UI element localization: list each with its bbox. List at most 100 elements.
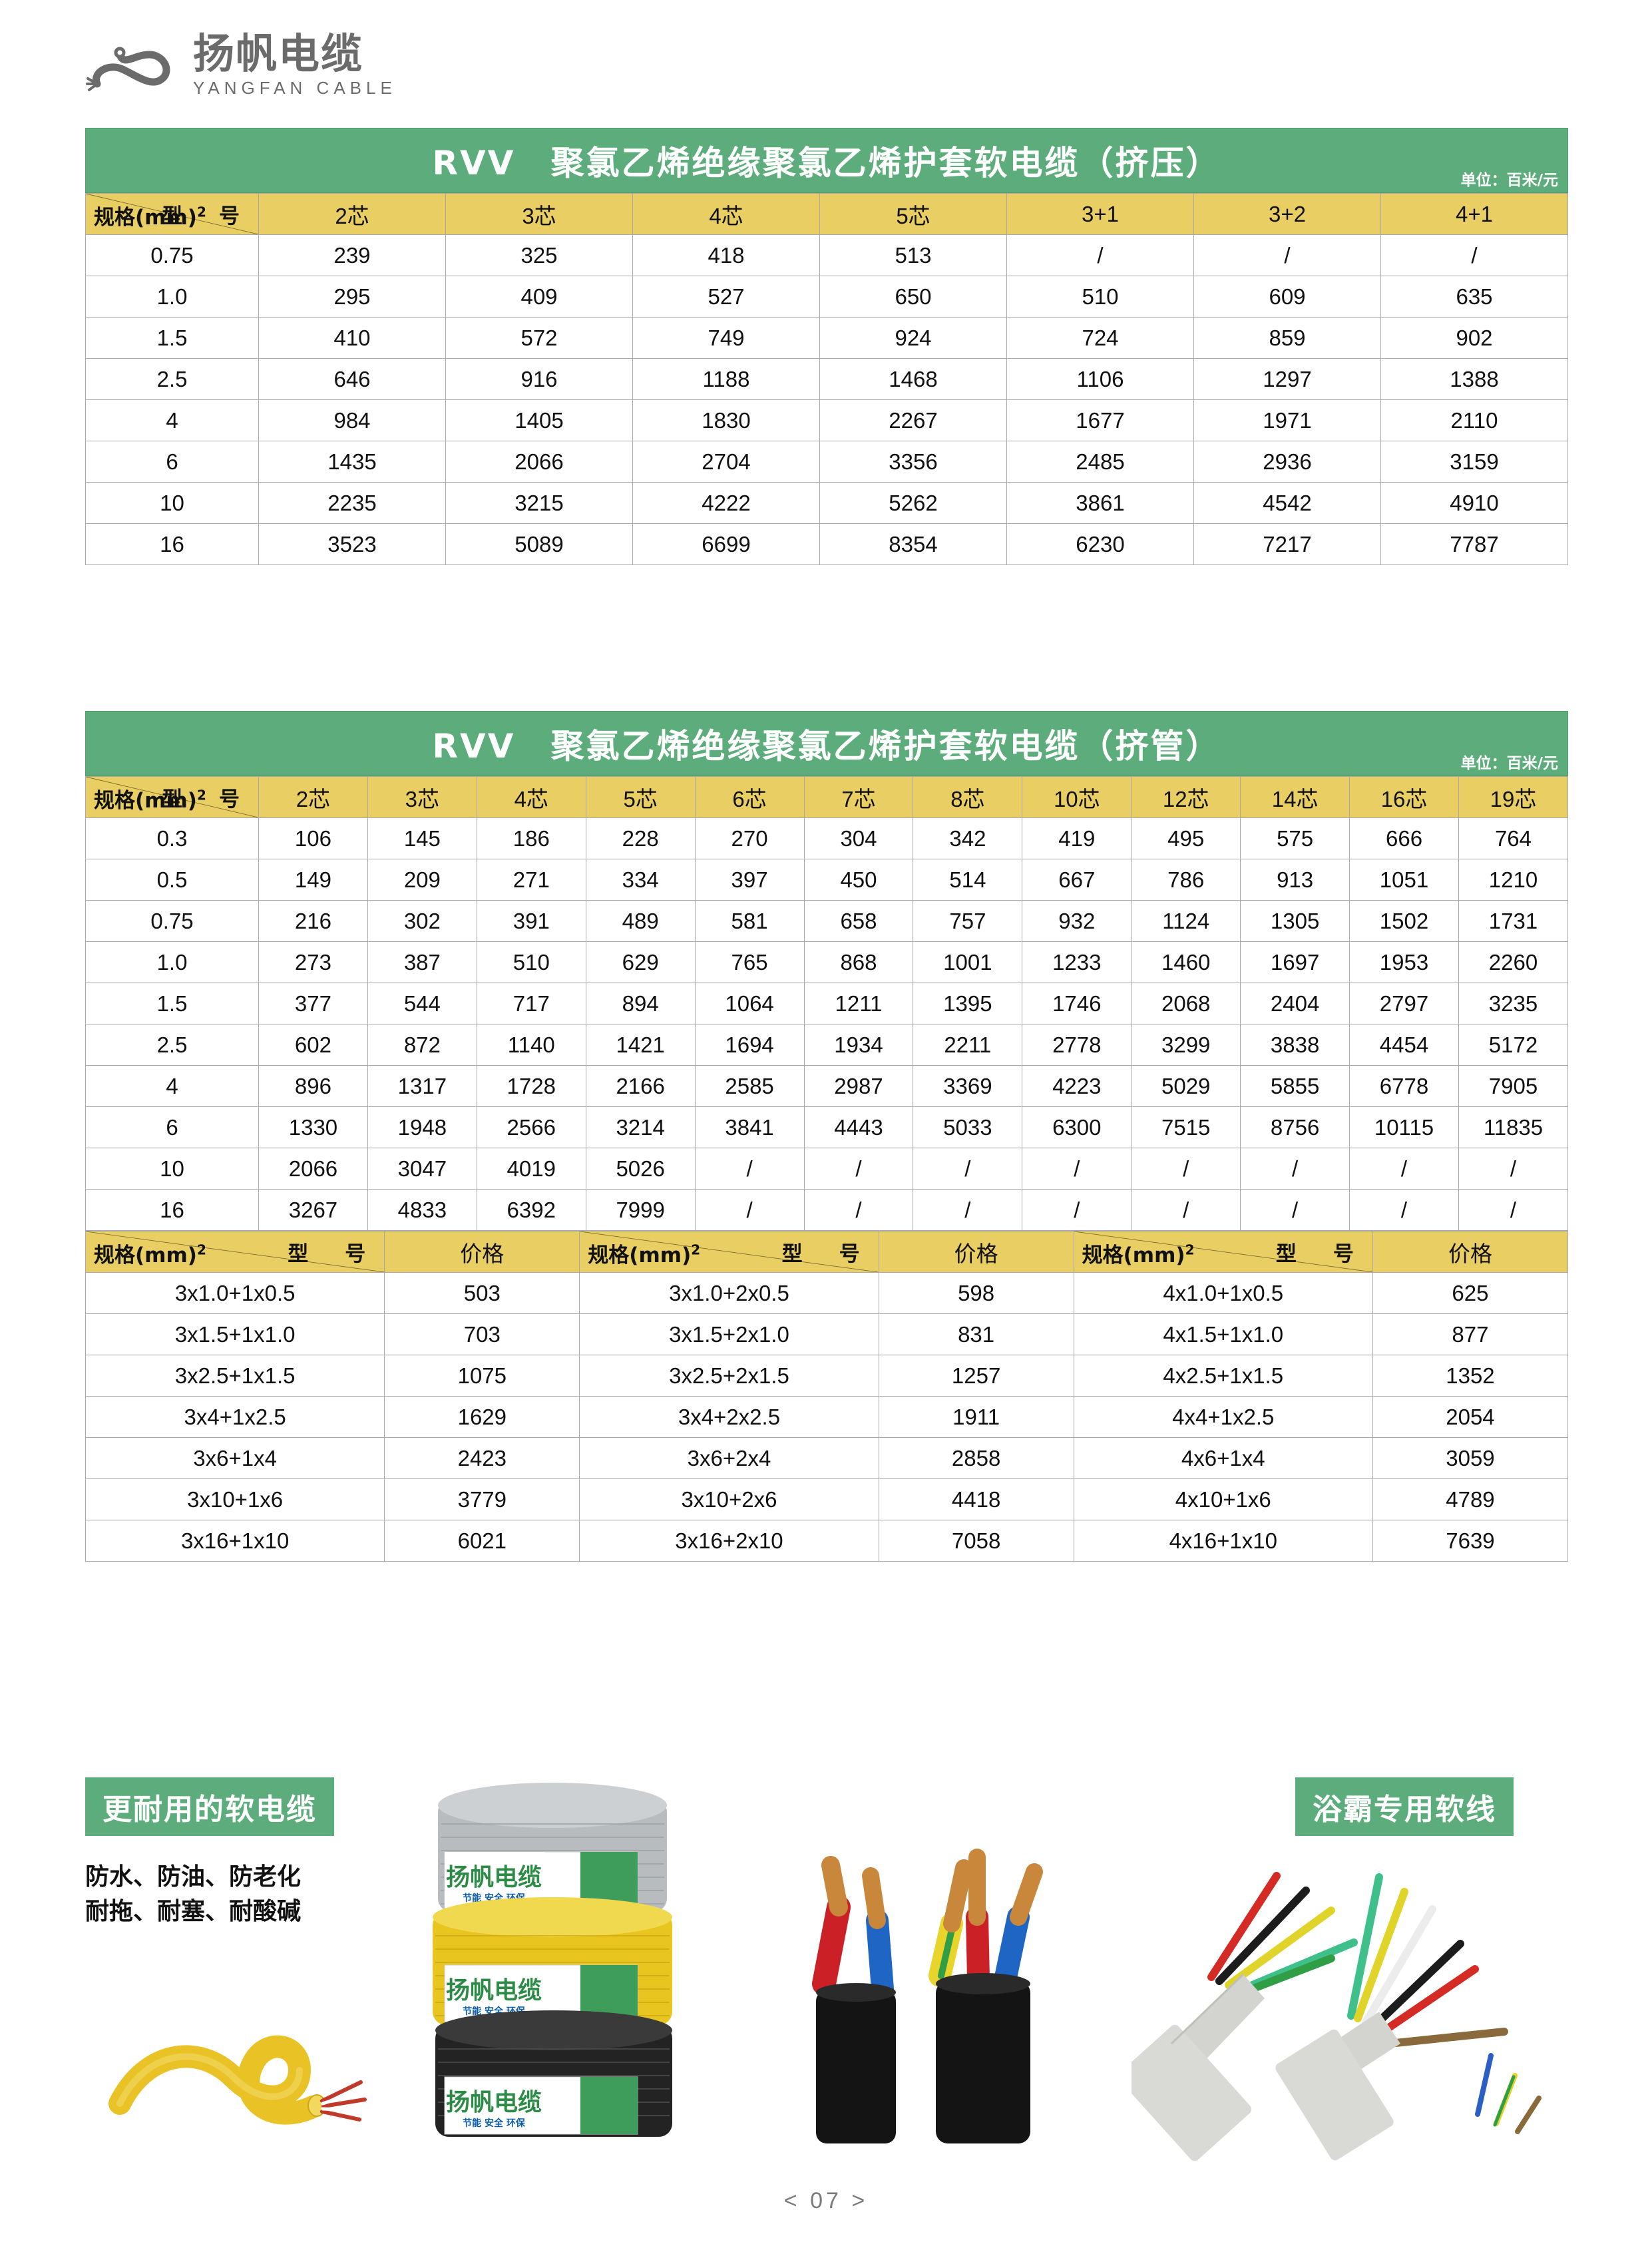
- value-cell: 7217: [1193, 523, 1381, 565]
- spec-cell: 3x1.0+2x0.5: [579, 1272, 879, 1314]
- spec-cell: 6: [85, 1106, 259, 1148]
- corner-spec-label: 规格(mm)2: [94, 1241, 206, 1267]
- value-cell: 514: [913, 859, 1023, 901]
- spec-cell: 10: [85, 1148, 259, 1190]
- table-row: 0.75 216 302 391 489 581 658 757 932 1124 1305 1502…: [85, 900, 1569, 942]
- value-cell: 391: [476, 900, 586, 942]
- value-cell: 984: [258, 399, 446, 441]
- price-cell: 4418: [878, 1478, 1074, 1520]
- value-cell: 1405: [445, 399, 633, 441]
- table-1-block: RVV 聚氯乙烯绝缘聚氯乙烯护套软电缆（挤压） 单位：百米/元 型 号 规格(m…: [85, 128, 1568, 565]
- value-cell: 2110: [1380, 399, 1568, 441]
- corner-type-label: 型 号: [162, 204, 248, 228]
- promo-right-band: 浴霸专用软线: [1295, 1777, 1514, 1836]
- svg-text:扬帆电缆: 扬帆电缆: [446, 1977, 542, 2004]
- table-row: 1.5 377 544 717 894 1064 1211 1395 1746 2068 2404 2…: [85, 983, 1569, 1024]
- table-3-body: 3x1.0+1x0.5 503 3x1.0+2x0.5 598 4x1.0+1x0.5 6…: [85, 1272, 1569, 1562]
- spec-cell: 4x4+1x2.5: [1073, 1396, 1373, 1438]
- value-cell: 418: [632, 234, 820, 276]
- value-cell: /: [1022, 1148, 1132, 1190]
- table-3-price-header-b: 价格: [878, 1231, 1074, 1273]
- spec-cell: 3x1.5+2x1.0: [579, 1313, 879, 1355]
- value-cell: 304: [803, 817, 914, 859]
- value-cell: 1051: [1349, 859, 1459, 901]
- value-cell: 2211: [913, 1024, 1023, 1066]
- table-2-col-5: 7芯: [803, 776, 914, 818]
- feature-line-2: 耐拖、耐塞、耐酸碱: [85, 1898, 302, 1926]
- table-1-col-5: 3+2: [1193, 193, 1381, 235]
- value-cell: 3047: [367, 1148, 477, 1190]
- value-cell: /: [694, 1189, 805, 1231]
- value-cell: 510: [476, 941, 586, 983]
- price-cell: 2858: [878, 1437, 1074, 1479]
- table-2-col-0: 2芯: [258, 776, 368, 818]
- cable-5-core-grey: [1118, 1872, 1358, 2161]
- value-cell: 6778: [1349, 1065, 1459, 1107]
- value-cell: 1297: [1193, 358, 1381, 400]
- value-cell: 409: [445, 276, 633, 318]
- value-cell: 3299: [1131, 1024, 1241, 1066]
- value-cell: 4223: [1022, 1065, 1132, 1107]
- table-1-title: RVV 聚氯乙烯绝缘聚氯乙烯护套软电缆（挤压）: [432, 144, 1221, 182]
- spec-cell: 3x10+1x6: [85, 1478, 385, 1520]
- table-row: 10 2235 3215 4222 5262 3861 4542 4910: [85, 482, 1568, 524]
- value-cell: 6699: [632, 523, 820, 565]
- table-1-unit: 单位：百米/元: [1460, 172, 1558, 189]
- corner-type-label: 型 号: [288, 1242, 374, 1266]
- value-cell: 510: [1006, 276, 1194, 318]
- table-3-header-row: 型 号 规格(mm)2 价格 型 号 规格(mm)2 价格: [85, 1231, 1569, 1273]
- value-cell: 5262: [819, 482, 1007, 524]
- page-number: < 07 >: [783, 2188, 869, 2213]
- value-cell: /: [1380, 234, 1568, 276]
- value-cell: 5033: [913, 1106, 1023, 1148]
- coil-grey: 扬帆电缆 节能 安全 环保: [438, 1783, 667, 1912]
- corner-type-label: 型 号: [781, 1242, 868, 1266]
- value-cell: 2485: [1006, 441, 1194, 483]
- value-cell: 2068: [1131, 983, 1241, 1024]
- value-cell: /: [1131, 1148, 1241, 1190]
- spec-cell: 4: [85, 399, 259, 441]
- diagonal-divider-icon: [86, 777, 258, 817]
- spec-cell: 0.5: [85, 859, 259, 901]
- table-2-col-4: 6芯: [694, 776, 805, 818]
- value-cell: 3235: [1458, 983, 1569, 1024]
- table-row: 4 896 1317 1728 2166 2585 2987 3369 4223 5029 5855…: [85, 1065, 1569, 1107]
- brand-name-en: YANGFAN CABLE: [193, 78, 397, 99]
- value-cell: 1064: [694, 983, 805, 1024]
- table-row: 3x1.0+1x0.5 503 3x1.0+2x0.5 598 4x1.0+1x0.5 6…: [85, 1272, 1569, 1314]
- spec-cell: 10: [85, 482, 259, 524]
- table-2-col-2: 4芯: [476, 776, 586, 818]
- value-cell: 295: [258, 276, 446, 318]
- price-cell: 877: [1372, 1313, 1569, 1355]
- svg-text:扬帆电缆: 扬帆电缆: [446, 2089, 542, 2116]
- value-cell: 106: [258, 817, 368, 859]
- table-3-price-header-a: 价格: [384, 1231, 580, 1273]
- table-1-header-row: 型 号 规格(mm)2 2芯 3芯 4芯 5芯 3+1 3+2 4+1: [85, 193, 1568, 235]
- value-cell: 410: [258, 317, 446, 359]
- corner-type-label: 型 号: [1275, 1242, 1362, 1266]
- promo-right: 浴霸专用软线: [1295, 1777, 1514, 1836]
- value-cell: 271: [476, 859, 586, 901]
- value-cell: 924: [819, 317, 1007, 359]
- value-cell: 1330: [258, 1106, 368, 1148]
- spec-cell: 0.3: [85, 817, 259, 859]
- value-cell: 3215: [445, 482, 633, 524]
- diagonal-divider-icon: [1074, 1232, 1372, 1272]
- value-cell: 2585: [694, 1065, 805, 1107]
- value-cell: /: [803, 1189, 914, 1231]
- table-2-body: 0.3 106 145 186 228 270 304 342 419 495 575 666 764 …: [85, 817, 1569, 1231]
- value-cell: 11835: [1458, 1106, 1569, 1148]
- value-cell: 1728: [476, 1065, 586, 1107]
- value-cell: 667: [1022, 859, 1132, 901]
- value-cell: 397: [694, 859, 805, 901]
- brand-logo: 扬帆电缆 YANGFAN CABLE: [85, 32, 397, 99]
- cable-3-core: [929, 1849, 1043, 2143]
- value-cell: 1210: [1458, 859, 1569, 901]
- price-cell: 4789: [1372, 1478, 1569, 1520]
- price-cell: 1075: [384, 1355, 580, 1397]
- table-1-col-3: 5芯: [819, 193, 1007, 235]
- value-cell: 6392: [476, 1189, 586, 1231]
- value-cell: 602: [258, 1024, 368, 1066]
- table-2-col-9: 14芯: [1240, 776, 1350, 818]
